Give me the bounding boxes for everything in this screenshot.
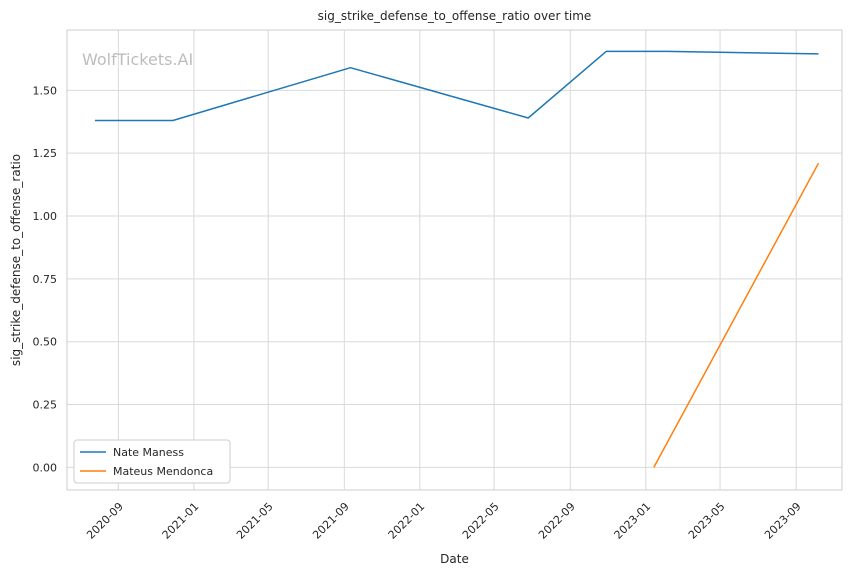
x-tick-label: 2022-09 [536,500,578,542]
x-tick-label: 2021-01 [160,500,202,542]
y-tick-label: 0.50 [33,336,58,349]
x-tick-label: 2021-05 [234,500,276,542]
x-tick-label: 2022-05 [460,500,502,542]
legend-label-nate-maness: Nate Maness [113,446,184,459]
series-line-mateus-mendonca [653,162,820,468]
plot-background [67,30,842,490]
legend: Nate Maness Mateus Mendonca [73,439,231,484]
y-tick-label: 1.25 [33,147,58,160]
x-tick-label: 2020-09 [84,500,126,542]
watermark: WolfTickets.AI [82,50,193,69]
y-tick-label: 0.75 [33,273,58,286]
x-tick-label: 2022-01 [386,500,428,542]
legend-label-mateus-mendonca: Mateus Mendonca [113,465,213,478]
series-line-nate-maness [94,50,819,122]
y-tick-label: 1.50 [33,84,58,97]
x-tick-label: 2023-05 [686,500,728,542]
y-tick-label: 1.00 [33,210,58,223]
x-axis-title: Date [440,552,469,566]
chart-title: sig_strike_defense_to_offense_ratio over… [318,9,592,23]
y-tick-label: 0.00 [33,461,58,474]
x-tick-labels: 2020-09 2021-01 2021-05 2021-09 2022-01 2022-… [84,500,804,542]
series-lines [94,50,820,468]
y-tick-label: 0.25 [33,399,58,412]
y-axis-title: sig_strike_defense_to_offense_ratio [9,154,23,366]
legend-box [73,439,231,484]
x-tick-label: 2021-09 [310,500,352,542]
x-tick-label: 2023-01 [612,500,654,542]
plot-frame [66,29,843,491]
x-tick-label: 2023-09 [762,500,804,542]
y-tick-labels: 0.00 0.25 0.50 0.75 1.00 1.25 1.50 [33,84,58,474]
